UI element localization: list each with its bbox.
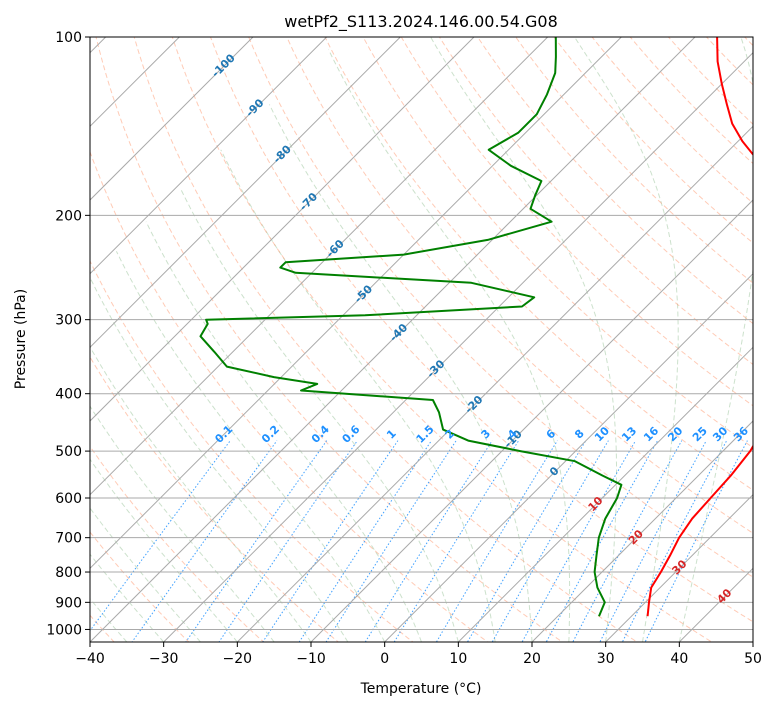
isotherm-gridline [384, 272, 753, 642]
mixing-ratio-line [325, 440, 457, 642]
isotherm-gridline [90, 37, 549, 496]
dry-adiabat-line [95, 37, 564, 642]
moist-adiabat-line [90, 458, 238, 642]
mixing-ratio-line [491, 440, 609, 642]
mixing-ratio-line [262, 440, 399, 642]
mixing-ratio-line [599, 440, 707, 642]
y-tick-label: 100 [55, 30, 82, 46]
dry-adiabat-line [248, 37, 753, 578]
mixing-ratio-line [621, 440, 728, 642]
y-tick-label: 1000 [46, 622, 82, 638]
y-tick-label: 200 [55, 208, 82, 224]
x-axis-title: Temperature (°C) [360, 681, 482, 697]
chart-title: wetPf2_S113.2024.146.00.54.G08 [284, 12, 558, 32]
y-tick-label: 500 [55, 444, 82, 460]
isotherm-gridline [605, 493, 753, 642]
isotherm-gridline [90, 37, 622, 570]
isotherm-gridline [90, 37, 328, 275]
x-tick-label: 40 [670, 651, 688, 667]
moist-adiabat-line [90, 597, 128, 642]
dry-adiabat-line [90, 531, 190, 642]
x-tick-label: 30 [597, 651, 615, 667]
moist-adiabat-line [90, 345, 312, 642]
isotherm-gridline [310, 199, 753, 642]
isotherm-gridline [90, 37, 254, 201]
dry-adiabat-line [324, 37, 753, 491]
dewpoint-profile-line [199, 37, 623, 617]
mixing-ratio-line [521, 440, 637, 642]
isotherm-gridline [90, 37, 401, 349]
mixing-ratio-line [572, 440, 683, 642]
moist-adiabat-line [90, 405, 275, 642]
x-tick-label: −10 [296, 651, 326, 667]
mixing-ratio-line [466, 440, 587, 642]
moist-adiabat-line [90, 277, 349, 642]
x-axis: −40 −30 −20 −10 0 10 20 30 40 50 [75, 642, 762, 667]
moist-adiabat-line [145, 221, 422, 642]
y-tick-label: 300 [55, 313, 82, 329]
y-axis: 100 200 300 400 500 600 700 800 900 1000 [46, 30, 90, 638]
x-tick-label: −20 [223, 651, 253, 667]
dry-adiabat-line [362, 37, 753, 449]
isotherm-gridline [457, 346, 753, 642]
moist-adiabat-line [115, 251, 386, 642]
x-tick-label: 50 [744, 651, 762, 667]
dry-adiabat-line [171, 37, 713, 642]
moist-adiabat-line [179, 187, 459, 642]
y-tick-label: 800 [55, 565, 82, 581]
dry-adiabat-line [90, 259, 414, 642]
isotherm-gridline [90, 37, 475, 422]
mixing-ratio-line [435, 440, 558, 642]
isotherm-gridline [531, 420, 753, 642]
mixing-ratio-line [545, 440, 659, 642]
dry-adiabat-line [400, 37, 753, 407]
y-tick-label: 700 [55, 531, 82, 547]
mixing-ratio-line [90, 440, 231, 632]
dry-adiabat-line [209, 37, 753, 623]
dry-adiabat-line [286, 37, 753, 534]
moist-adiabat-line [430, 37, 617, 642]
x-tick-label: −40 [75, 651, 105, 667]
x-tick-label: 0 [380, 651, 389, 667]
y-tick-label: 400 [55, 387, 82, 403]
temperature-profile-line [646, 37, 753, 617]
plot-frame [89, 36, 754, 643]
moist-adiabat-line [268, 104, 533, 642]
mixing-ratio-line [644, 440, 748, 642]
moist-adiabat-line [328, 49, 571, 642]
y-tick-label: 900 [55, 595, 82, 611]
sounding-profiles [199, 37, 753, 617]
isotherm-gridline [90, 37, 696, 642]
y-tick-label: 600 [55, 491, 82, 507]
x-tick-label: 20 [523, 651, 541, 667]
isotherm-gridline [163, 51, 753, 642]
mixing-ratio-line [218, 440, 358, 642]
dry-adiabat-line [133, 37, 638, 642]
dry-adiabat-line [90, 356, 340, 642]
x-tick-label: −30 [149, 651, 179, 667]
mixing-ratio-line [131, 440, 278, 642]
y-axis-title: Pressure (hPa) [13, 289, 29, 389]
dry-adiabat-line [90, 445, 265, 642]
x-tick-label: 10 [449, 651, 467, 667]
